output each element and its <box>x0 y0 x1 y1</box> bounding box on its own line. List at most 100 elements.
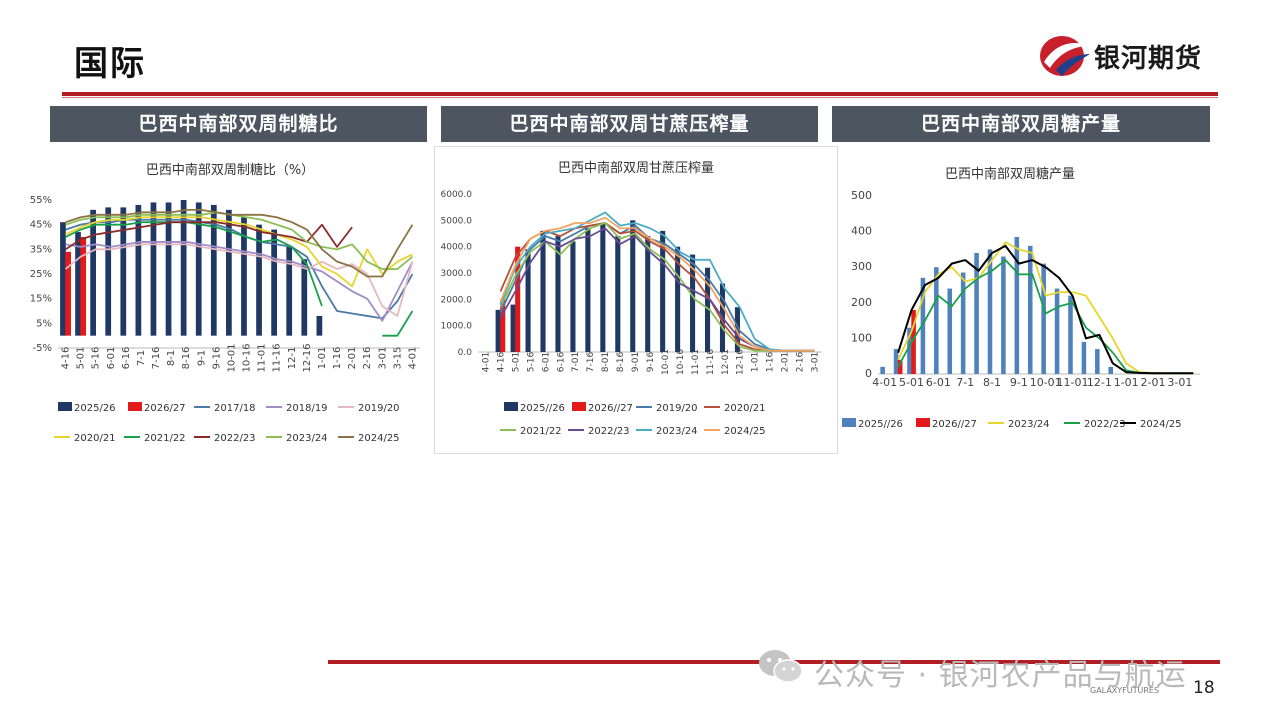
x-tick-label: 6-16 <box>556 352 566 373</box>
x-tick-label: 9-1 <box>196 350 207 366</box>
x-tick-label: 10-01 <box>226 343 237 372</box>
legend-label: 2025/26 <box>74 403 116 414</box>
y-tick-label: 5% <box>36 318 52 329</box>
bar-2025-26-10 <box>210 204 217 336</box>
bar-2025-26-16 <box>301 259 308 336</box>
y-tick-label: 100 <box>851 331 872 344</box>
bar-2025-26-12 <box>241 217 247 336</box>
legend-swatch <box>128 402 142 411</box>
bar-2025-26-8 <box>987 249 993 374</box>
legend-label: 2025//26 <box>858 419 903 430</box>
bar-2025-26-7 <box>974 252 979 374</box>
footer-brand: GALAXYFUTURES <box>1090 686 1160 695</box>
bar-2025-26-3 <box>920 277 926 374</box>
bar-2025-26-13 <box>675 246 681 352</box>
y-tick-label: 55% <box>30 195 52 206</box>
chart-sugar-mix: 巴西中南部双周制糖比（%） -5% 5% 15% 25% 35% 45% 55% 4-16 5-0… <box>30 162 420 444</box>
bar-2026-27-1 <box>897 359 903 374</box>
x-tick-label: 11-01 <box>691 349 701 375</box>
series-line-2022-23-0 <box>65 221 353 251</box>
bar-2026-27-0 <box>65 251 71 336</box>
x-tick-label: 4-01 <box>481 352 491 372</box>
legend-label: 2026/27 <box>144 403 186 414</box>
bar-2025-26-17 <box>1108 366 1114 374</box>
x-tick-label: 1-01 <box>751 352 761 372</box>
legend-label: 2023/24 <box>286 433 328 444</box>
series-line-2023-24-0 <box>65 211 414 270</box>
wechat-icon <box>759 650 803 683</box>
x-tick-label: 7-16 <box>586 352 596 373</box>
chart-title: 巴西中南部双周糖产量 <box>945 166 1075 182</box>
bar-2025-26-16 <box>1095 349 1100 374</box>
bar-2026-27-2 <box>911 309 916 374</box>
x-tick-label: 2-01 <box>1141 376 1166 389</box>
legend-label: 2017/18 <box>214 403 256 414</box>
bar-2025-26-13 <box>1054 288 1060 374</box>
y-tick-label: 5000.0 <box>441 216 473 226</box>
bar-2025-26-5 <box>135 204 142 336</box>
page-title: 国际 <box>74 44 146 84</box>
bar-2025-26-3 <box>105 207 112 336</box>
bar-2025-26-10 <box>1014 236 1020 374</box>
x-tick-label: 5-01 <box>76 347 87 370</box>
bar-2025-26-6 <box>960 272 966 374</box>
series-line-2023-24-0 <box>499 211 815 352</box>
legend-label: 2020/21 <box>724 403 766 414</box>
chart-sugar-output: 巴西中南部双周糖产量 0 100 200 300 400 500 4-01 5-01 6-01 7-… <box>842 166 1200 430</box>
x-tick-label: 10-16 <box>242 343 253 372</box>
x-tick-label: 6-01 <box>106 347 117 370</box>
x-tick-label: 2-16 <box>796 352 806 373</box>
bar-2025-26-0 <box>880 366 885 374</box>
x-tick-label: 6-01 <box>541 352 551 372</box>
legend-label: 2026//27 <box>932 419 977 430</box>
bar-2025-26-4 <box>120 207 127 336</box>
y-tick-label: 25% <box>30 269 52 280</box>
y-tick-label: 400 <box>851 225 872 238</box>
top-divider <box>62 92 1218 96</box>
x-tick-label: 4-16 <box>61 347 72 370</box>
bar-2025-26-10 <box>630 220 636 352</box>
x-tick-label: 9-1 <box>1010 376 1028 389</box>
bar-2025-26-14 <box>1068 295 1073 374</box>
legend-swatch <box>916 418 930 427</box>
legend-label: 2026//27 <box>588 403 633 414</box>
bar-2025-26-17 <box>734 307 740 352</box>
x-tick-label: 11-16 <box>706 349 716 375</box>
bar-2026-27-1 <box>500 299 506 352</box>
bar-2025-26-15 <box>1081 341 1087 374</box>
x-tick-label: 8-16 <box>181 347 192 370</box>
legend-label: 2023/24 <box>656 426 698 437</box>
bar-2025-26-12 <box>1041 263 1046 374</box>
legend-label: 2022/23 <box>214 433 256 444</box>
series-line-2019-20-0 <box>499 222 815 352</box>
watermark: 公众号 · 银河农产品与航运 <box>756 646 1256 693</box>
x-tick-label: 7-16 <box>151 347 162 370</box>
y-tick-label: 0 <box>865 367 872 380</box>
bar-2025-26-2 <box>90 209 96 336</box>
legend-label: 2021/22 <box>144 433 186 444</box>
x-tick-label: 1-01 <box>1114 376 1139 389</box>
bar-2025-26-9 <box>195 202 202 336</box>
bar-2026-27-2 <box>515 246 521 352</box>
x-tick-label: 7-01 <box>571 352 581 372</box>
bar-2025-26-0 <box>60 222 66 336</box>
x-tick-label: 5-16 <box>526 352 536 373</box>
bar-2025-26-7 <box>585 228 591 352</box>
x-tick-label: 11-01 <box>257 343 268 372</box>
series-line-2021-22-1 <box>382 310 414 337</box>
x-tick-label: 3-01 <box>377 347 388 370</box>
series-line-2022-23-0 <box>499 227 815 352</box>
bar-2025-26-9 <box>615 236 621 352</box>
series-line-2019-20-0 <box>64 243 414 317</box>
panel-header-sugar-mix: 巴西中南部双周制糖比 <box>50 106 427 142</box>
x-tick-label: 2-16 <box>362 347 373 370</box>
watermark-text: 公众号 · 银河农产品与航运 <box>814 658 1187 693</box>
series-line-2018-19-0 <box>65 241 414 322</box>
bar-2025-26-5 <box>947 288 953 374</box>
bar-2025-26-13 <box>256 224 262 336</box>
x-tick-label: 5-01 <box>511 352 521 372</box>
legend-swatch <box>842 418 856 427</box>
bar-2025-26-4 <box>934 267 939 374</box>
x-tick-label: 10-01 <box>1030 376 1062 389</box>
x-tick-label: 2-01 <box>347 347 358 370</box>
